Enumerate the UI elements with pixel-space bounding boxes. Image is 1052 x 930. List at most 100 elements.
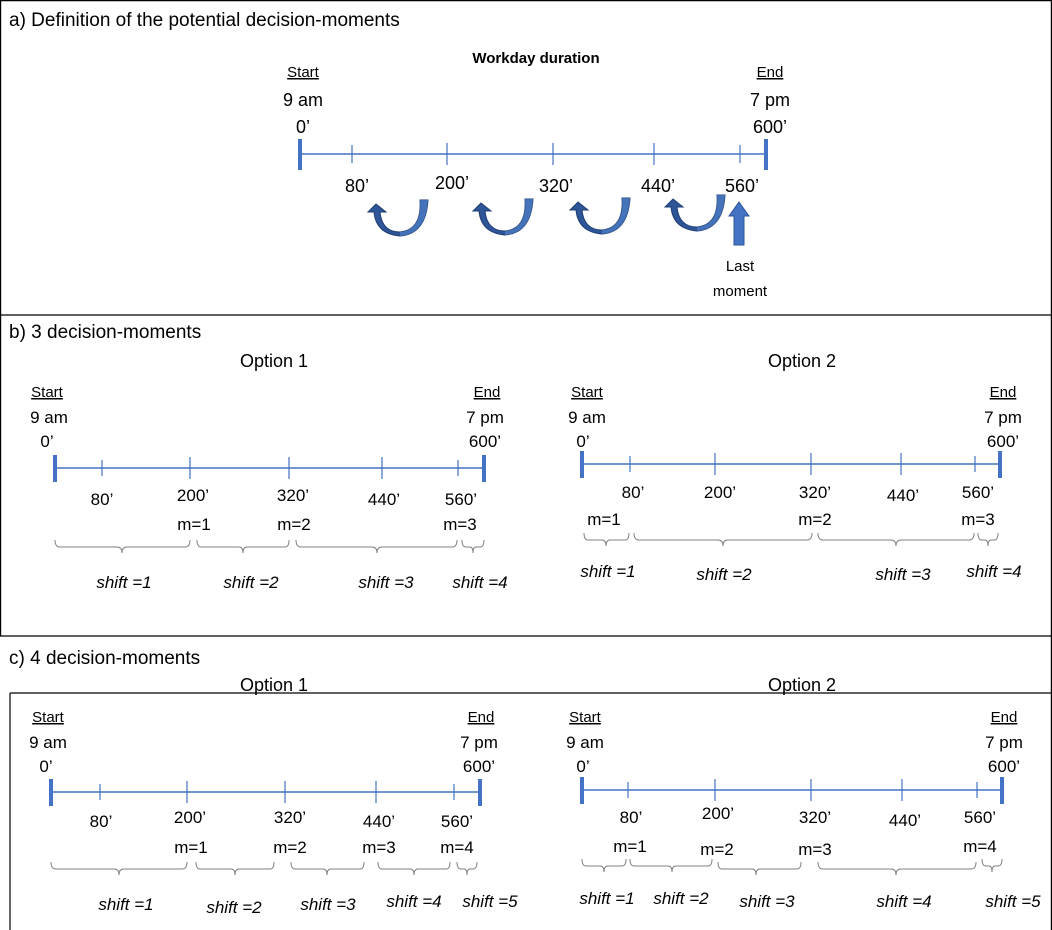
brace-icon <box>817 532 975 547</box>
timeline-axis <box>580 777 1004 804</box>
shift-label: shift =4 <box>876 892 931 911</box>
tick-label: 320’ <box>274 808 306 827</box>
tick-label: 200’ <box>435 173 469 193</box>
panel-a: a) Definition of the potential decision-… <box>9 10 790 300</box>
tick-label: 320’ <box>799 483 831 502</box>
brace-icon <box>717 861 802 876</box>
end-label: End <box>468 709 495 726</box>
brace-icon <box>196 539 290 554</box>
tick-label: 80’ <box>90 812 113 831</box>
brace-icon <box>290 861 365 876</box>
shift-label: shift =5 <box>985 892 1041 911</box>
moment-label: m=2 <box>700 840 734 859</box>
brace-icon <box>295 539 458 554</box>
brace-icon <box>461 539 485 554</box>
brace-icon <box>581 858 627 873</box>
timeline-axis <box>298 139 768 170</box>
curved-arrow-icon <box>366 199 429 237</box>
end-label: End <box>990 384 1017 401</box>
start-minute: 0’ <box>576 432 589 451</box>
moment-label: m=3 <box>961 510 995 529</box>
moment-label: m=3 <box>443 515 477 534</box>
panel-b-option-1: Option 1 Start 9 am 0’ End 7 pm 600’ 80’… <box>30 351 508 592</box>
brace-icon <box>977 532 999 547</box>
panel-c: c) 4 decision-moments Option 1 Start 9 a… <box>9 648 1041 917</box>
tick-label: 560’ <box>725 176 759 196</box>
end-minute: 600’ <box>469 432 501 451</box>
shift-label: shift =1 <box>580 562 635 581</box>
brace-icon <box>54 539 191 554</box>
shift-label: shift =1 <box>98 895 153 914</box>
moment-label: m=3 <box>362 838 396 857</box>
shift-label: shift =2 <box>653 889 709 908</box>
start-minute: 0’ <box>576 757 589 776</box>
start-time: 9 am <box>568 408 606 427</box>
moment-label: m=4 <box>963 837 997 856</box>
last-moment-line2: moment <box>713 283 768 300</box>
end-label: End <box>991 709 1018 726</box>
panel-b-title: b) 3 decision-moments <box>9 322 201 343</box>
shift-label: shift =2 <box>696 565 752 584</box>
start-label: Start <box>31 384 64 401</box>
shift-label: shift =5 <box>462 892 518 911</box>
moment-label: m=4 <box>440 838 474 857</box>
tick-label: 80’ <box>91 490 114 509</box>
shift-braces <box>583 532 999 547</box>
shift-braces <box>50 861 478 876</box>
tick-label: 440’ <box>889 811 921 830</box>
tick-label: 80’ <box>345 176 369 196</box>
end-minute: 600’ <box>987 432 1019 451</box>
shift-label: shift =2 <box>223 573 279 592</box>
last-moment-line1: Last <box>726 258 755 275</box>
shift-braces <box>54 539 485 554</box>
panel-c-option-1: Option 1 Start 9 am 0’ End 7 pm 600’ 80’… <box>29 675 518 917</box>
start-label: Start <box>287 64 320 81</box>
option-label: Option 2 <box>768 675 836 695</box>
option-label: Option 2 <box>768 351 836 371</box>
moment-label: m=1 <box>587 510 621 529</box>
shift-label: shift =3 <box>300 895 356 914</box>
tick-label: 560’ <box>445 490 477 509</box>
end-time: 7 pm <box>460 733 498 752</box>
brace-icon <box>629 858 713 873</box>
brace-icon <box>817 861 977 876</box>
shift-label: shift =1 <box>96 573 151 592</box>
tick-label: 560’ <box>441 812 473 831</box>
tick-label: 440’ <box>641 176 675 196</box>
curved-arrow-icon <box>663 194 726 232</box>
start-minute: 0’ <box>40 432 53 451</box>
tick-label: 440’ <box>887 486 919 505</box>
tick-label: 80’ <box>622 483 645 502</box>
shift-label: shift =4 <box>386 892 441 911</box>
shift-label: shift =2 <box>206 898 262 917</box>
up-arrow-icon <box>728 201 750 246</box>
shift-label: shift =4 <box>966 562 1021 581</box>
moment-label: m=2 <box>798 510 832 529</box>
brace-icon <box>583 532 630 547</box>
shift-label: shift =4 <box>452 573 507 592</box>
timeline-axis <box>53 455 486 482</box>
start-label: Start <box>569 709 602 726</box>
start-label: Start <box>571 384 604 401</box>
timeline-axis <box>49 779 482 806</box>
end-minute: 600’ <box>753 117 787 137</box>
start-time: 9 am <box>29 733 67 752</box>
start-time: 9 am <box>566 733 604 752</box>
tick-label: 560’ <box>964 808 996 827</box>
brace-icon <box>377 861 451 876</box>
tick-label: 560’ <box>962 483 994 502</box>
option-label: Option 1 <box>240 675 308 695</box>
brace-icon <box>50 861 188 876</box>
start-time: 9 am <box>283 90 323 110</box>
brace-icon <box>633 532 813 547</box>
end-label: End <box>757 64 784 81</box>
panel-c-option-2: Option 2 Start 9 am 0’ End 7 pm 600’ 80’… <box>566 675 1041 911</box>
option-label: Option 1 <box>240 351 308 371</box>
tick-label: 320’ <box>277 486 309 505</box>
tick-label: 320’ <box>539 176 573 196</box>
start-minute: 0’ <box>296 117 310 137</box>
brace-icon <box>195 861 275 876</box>
timeline-axis <box>580 451 1002 478</box>
start-minute: 0’ <box>39 757 52 776</box>
